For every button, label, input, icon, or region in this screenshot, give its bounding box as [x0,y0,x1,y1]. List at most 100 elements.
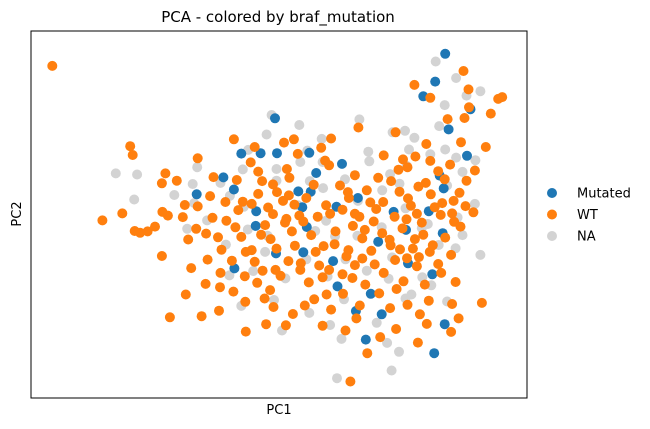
point-na-19 [132,169,143,180]
point-na-51 [475,249,486,260]
point-wt-185 [391,284,402,294]
point-mutated-12 [304,147,315,158]
point-wt-116 [303,277,314,288]
point-wt-92 [246,198,257,209]
point-wt-174 [286,226,297,237]
point-na-68 [129,194,140,205]
point-wt-199 [325,208,336,219]
point-wt-48 [310,246,321,257]
point-wt-212 [125,141,136,152]
point-wt-128 [391,324,402,334]
point-na-87 [169,190,180,200]
point-wt-156 [453,313,464,324]
point-na-52 [224,270,235,281]
point-wt-127 [317,320,328,331]
point-wt-206 [357,253,368,264]
point-wt-66 [268,302,279,312]
point-wt-29 [207,212,218,223]
point-wt-7 [326,133,337,144]
point-wt-202 [454,187,465,198]
point-wt-195 [142,226,153,237]
point-wt-37 [389,211,400,222]
point-wt-102 [213,232,223,243]
legend-marker-wt [547,209,557,220]
point-wt-221 [409,234,420,245]
point-wt-15 [156,178,167,189]
point-wt-145 [186,263,197,274]
point-wt-59 [324,264,335,275]
point-wt-193 [445,159,456,170]
point-na-82 [371,317,382,328]
point-wt-162 [427,240,438,251]
point-wt-201 [413,181,424,192]
point-wt-23 [420,177,431,188]
legend-marker-mutated [547,188,557,198]
point-wt-182 [433,259,444,269]
point-wt-8 [292,148,303,159]
point-na-26 [187,179,198,189]
point-wt-161 [384,234,395,245]
point-wt-176 [401,214,412,225]
point-wt-159 [236,231,247,242]
point-mutated-41 [297,202,308,213]
point-wt-144 [455,221,466,232]
point-wt-22 [393,164,404,175]
point-mutated-4 [255,148,266,159]
point-na-85 [271,164,282,174]
point-wt-167 [460,201,471,212]
point-wt-177 [447,208,458,219]
scatter-points [47,48,508,387]
point-wt-181 [390,255,401,265]
point-wt-165 [349,208,360,219]
point-wt-189 [421,318,432,329]
point-wt-218 [439,174,450,185]
x-axis-label: PC1 [266,403,291,418]
point-na-40 [242,224,253,235]
point-wt-96 [425,189,436,200]
point-wt-39 [435,209,446,220]
point-wt-120 [180,289,191,300]
legend: Mutated WT NA [547,187,631,245]
point-wt-121 [259,293,270,304]
point-wt-43 [183,234,194,245]
point-wt-194 [117,208,128,219]
point-wt-141 [298,216,309,227]
point-wt-134 [245,157,256,168]
point-wt-55 [215,267,226,278]
point-wt-80 [345,376,356,387]
point-wt-17 [253,166,264,177]
point-wt-143 [416,217,427,228]
point-wt-34 [312,211,323,222]
point-wt-113 [446,249,457,260]
point-wt-78 [446,326,457,337]
point-mutated-0 [440,48,451,59]
point-na-92 [295,157,306,167]
point-wt-91 [220,197,231,207]
point-wt-108 [226,255,237,266]
point-mutated-23 [298,247,309,258]
point-wt-99 [330,226,341,237]
point-wt-130 [201,228,212,239]
point-wt-13 [480,142,491,152]
point-wt-112 [402,253,412,264]
point-mutated-21 [332,281,343,292]
legend-marker-na [547,231,557,241]
point-mutated-26 [250,220,261,231]
point-na-79 [406,289,417,300]
point-wt-73 [240,326,251,337]
point-mutated-5 [251,206,262,217]
point-wt-38 [411,208,422,219]
point-na-38 [469,198,480,209]
point-mutated-8 [191,189,202,200]
point-wt-36 [368,216,379,227]
point-wt-67 [299,300,310,311]
point-wt-200 [371,204,382,214]
point-wt-122 [321,289,332,300]
point-wt-9 [353,122,364,133]
point-wt-153 [228,286,239,297]
point-wt-84 [246,245,257,256]
point-na-44 [457,230,468,241]
point-wt-70 [385,303,396,314]
point-wt-24 [461,175,472,186]
point-na-78 [361,265,372,276]
